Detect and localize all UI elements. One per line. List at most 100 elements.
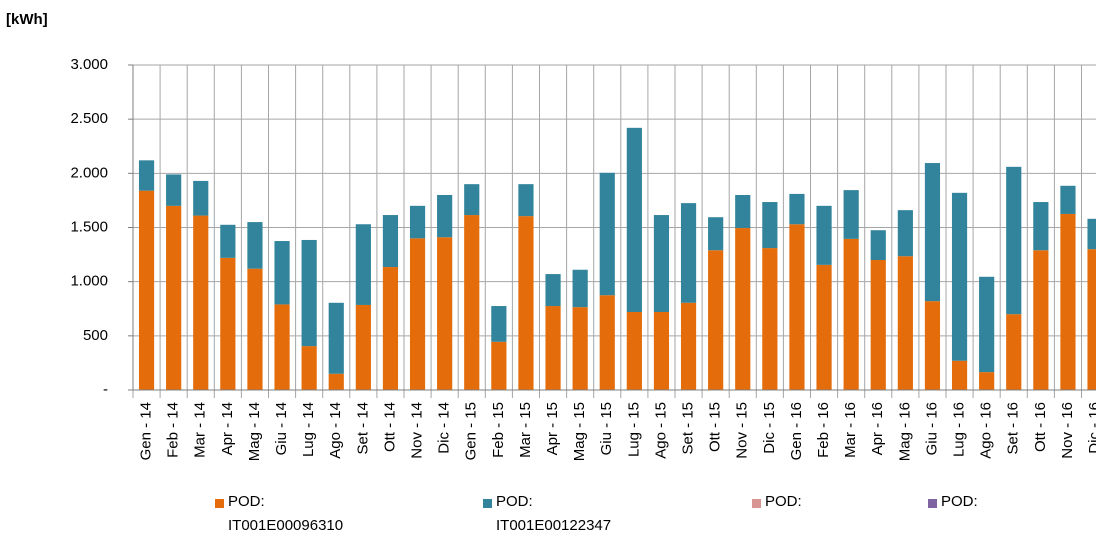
bar-segment [1087,218,1096,250]
legend-swatch [928,499,937,508]
legend-item: POD: [928,493,1081,514]
x-tick-label: Gen - 15 [463,402,480,460]
bar-segment [1060,185,1076,214]
bar-segment [680,302,697,390]
bar-segment [599,295,615,390]
bar-segment [274,241,290,305]
legend-swatch [752,499,761,508]
bar-segment [626,312,642,390]
x-tick-label: Ott - 14 [381,402,398,452]
bar-segment [870,230,886,260]
bar-segment [708,250,724,390]
bar-segment [545,274,561,307]
bar-segment [355,304,371,390]
bar-segment [599,172,615,296]
bar-segment [735,195,751,229]
legend: POD: IT001E00096310 POD: IT001E00122347 PO… [0,493,1096,539]
bar-segment [789,193,805,225]
bar-segment [491,341,507,390]
bar-segment [138,160,155,191]
bar-segment [653,312,670,390]
bar-segment [1033,250,1049,390]
bar-segment [166,205,182,390]
x-tick-label: Ott - 15 [707,402,724,452]
bar-segment [166,174,182,206]
bar-segment [1006,166,1022,315]
bar-segment [518,184,534,217]
bar-segment [924,163,941,302]
bar-segment [193,215,209,390]
y-tick-label: 1.500 [70,218,108,235]
x-tick-label: Dic - 14 [436,402,453,454]
bar-segment [247,268,263,390]
bar-segment [328,373,344,390]
x-tick-label: Giu - 14 [273,402,290,455]
x-tick-label: Mag - 14 [246,402,263,461]
x-tick-label: Set - 16 [1005,402,1022,455]
legend-item: POD: [752,493,905,514]
bar-segment [545,306,561,390]
bar-segment [274,304,290,390]
y-tick-label: 2.000 [70,164,108,181]
x-tick-label: Feb - 14 [165,402,182,458]
x-tick-label: Ago - 16 [978,402,995,459]
bar-segment [1087,249,1096,390]
bar-segment [979,276,995,373]
x-tick-label: Giu - 15 [598,402,615,455]
x-tick-label: Ago - 14 [327,402,344,459]
x-tick-label: Lug - 14 [300,402,317,457]
legend-item: POD: IT001E00096310 [215,493,368,538]
bar-segment [220,257,236,390]
y-tick-label: - [103,381,108,398]
bar-segment [897,256,913,390]
bar-segment [951,360,968,390]
legend-swatch [215,499,224,508]
x-tick-label: Mar - 16 [842,402,859,458]
bar-segment [1033,202,1049,251]
bar-segment [193,180,209,216]
chart: [kWh] - 500 1.000 1.500 2.000 2.500 3.000 Gen -… [6,11,1096,461]
x-tick-label: Lug - 16 [951,402,968,457]
bar-segment [301,346,317,390]
bar-segment [979,372,995,390]
x-tick-label: Ago - 15 [652,402,669,459]
x-tick-label: Mag - 16 [896,402,913,461]
x-tick-label: Giu - 16 [923,402,940,455]
legend-label: POD: [941,493,978,510]
bar-segment [843,238,859,390]
bar-segment [355,224,371,305]
bar-segment [951,192,968,361]
x-tick-label: Gen - 14 [138,402,155,460]
bar-segment [626,127,642,312]
y-tick-label: 500 [83,327,108,344]
bar-segment [382,215,399,268]
x-tick-label: Dic - 15 [761,402,778,454]
bar-segment [816,264,832,390]
bar-segment [220,224,236,258]
y-tick-label: 1.000 [70,273,108,290]
x-tick-label: Lug - 15 [625,402,642,457]
bar-segment [437,237,453,390]
bar-segment [409,205,426,239]
bar-segment [572,269,588,308]
legend-label: POD: [765,493,802,510]
y-tick-label: 2.500 [70,110,108,127]
x-tick-label: Set - 15 [680,402,697,455]
bar-segment [572,307,588,390]
x-tick-label: Nov - 14 [409,402,426,459]
y-tick-label: 3.000 [70,56,108,73]
legend-label: POD: IT001E00096310 [228,493,344,534]
bar-segment [708,217,724,251]
x-tick-label: Apr - 15 [544,402,561,455]
bar-segment [464,184,480,216]
bar-segment [762,248,778,390]
x-tick-label: Dic - 16 [1086,402,1096,454]
x-tick-label: Mar - 14 [192,402,209,458]
bar-segment [409,238,426,390]
bar-segment [843,190,859,239]
x-tick-label: Set - 14 [354,402,371,455]
x-tick-label: Nov - 16 [1059,402,1076,459]
bar-segment [301,239,317,347]
bar-segment [680,203,697,303]
